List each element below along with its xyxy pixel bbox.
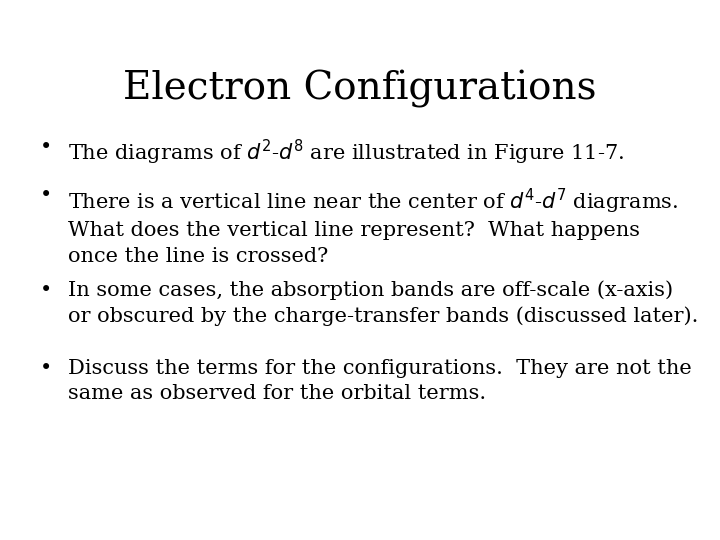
Text: •: • [40, 359, 52, 378]
Text: •: • [40, 138, 52, 157]
Text: The diagrams of $\mathit{d}^{2}$-$\mathit{d}^{8}$ are illustrated in Figure 11-7: The diagrams of $\mathit{d}^{2}$-$\mathi… [68, 138, 625, 167]
Text: Discuss the terms for the configurations.  They are not the
same as observed for: Discuss the terms for the configurations… [68, 359, 692, 403]
Text: In some cases, the absorption bands are off-scale (x-axis)
or obscured by the ch: In some cases, the absorption bands are … [68, 281, 699, 326]
Text: Electron Configurations: Electron Configurations [123, 70, 597, 108]
Text: There is a vertical line near the center of $\mathit{d}^{4}$-$\mathit{d}^{7}$ di: There is a vertical line near the center… [68, 186, 679, 266]
Text: •: • [40, 186, 52, 205]
Text: •: • [40, 281, 52, 300]
